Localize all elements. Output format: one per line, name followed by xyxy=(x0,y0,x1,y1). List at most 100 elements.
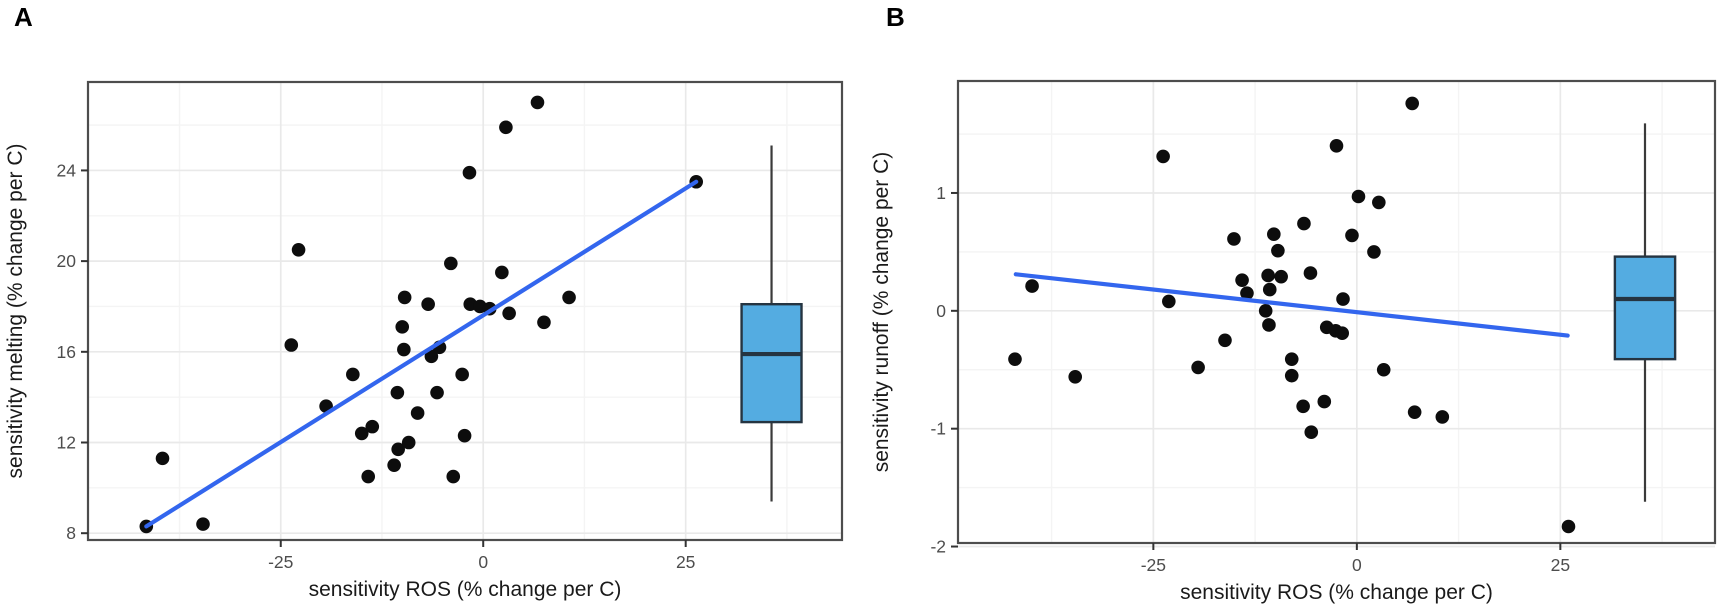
scatter-point xyxy=(1372,195,1386,210)
scatter-point xyxy=(1303,266,1318,280)
x-tick-label: 0 xyxy=(1352,555,1362,575)
y-tick-label: 24 xyxy=(57,160,77,180)
scatter-point xyxy=(401,435,416,450)
scatter-point xyxy=(1240,286,1254,300)
scatter-point xyxy=(495,265,509,280)
y-tick-label: 1 xyxy=(936,183,946,203)
scatter-point xyxy=(1191,360,1205,375)
scatter-point xyxy=(354,426,369,441)
scatter-point xyxy=(1296,399,1310,414)
boxplot-box xyxy=(740,302,803,424)
axis-ticks: -25 0 25 8 12 16 20 24 xyxy=(57,160,696,572)
scatter-point xyxy=(1068,370,1083,384)
scatter-point xyxy=(1274,269,1288,284)
scatter-point xyxy=(424,349,439,364)
scatter-point xyxy=(1025,279,1039,293)
scatter-point xyxy=(462,165,477,180)
scatter-point xyxy=(1561,519,1576,534)
trend-line xyxy=(144,179,699,529)
y-tick-label: -1 xyxy=(930,419,946,439)
panel-b-label: B xyxy=(886,2,905,32)
x-tick-label: -25 xyxy=(268,552,293,572)
scatter-point xyxy=(455,367,469,382)
boxplot xyxy=(1613,123,1677,502)
scatter-point xyxy=(1407,405,1422,419)
scatter-point xyxy=(1262,318,1276,332)
boxplot-box xyxy=(1613,255,1677,361)
panel-border xyxy=(86,80,844,542)
panel-b-plot: -25 0 25 -2 -1 0 1 sensitivity ROS (% change pe… xyxy=(870,79,1717,604)
gridlines-minor xyxy=(958,81,1715,543)
x-tick-label: 25 xyxy=(1551,555,1570,575)
scatter-point xyxy=(346,367,360,382)
x-tick-label: -25 xyxy=(1141,555,1166,575)
scatter-point xyxy=(1162,294,1176,309)
scatter-point xyxy=(196,517,210,531)
scatter-point xyxy=(1284,368,1299,383)
scatter-point xyxy=(387,458,401,472)
scatter-point xyxy=(430,385,444,400)
scatter-point xyxy=(391,442,405,457)
scatter-point xyxy=(284,338,299,352)
scatter-point xyxy=(1262,282,1277,297)
scatter-point xyxy=(1335,326,1349,341)
scatter-point xyxy=(1227,232,1241,246)
panel-a: A -25 0 25 8 12 16 20 24 sensitivity ROS (% chan… xyxy=(4,2,844,601)
y-axis-title: sensitivity melting (% change per C) xyxy=(4,144,27,479)
scatter-point xyxy=(1329,139,1344,153)
scatter-point xyxy=(1345,228,1359,243)
y-axis-title: sensitivity runoff (% change per C) xyxy=(870,152,893,473)
scatter-point xyxy=(1156,149,1170,164)
scatter-point xyxy=(1271,243,1285,258)
scatter-point xyxy=(1218,333,1232,348)
scatter-point xyxy=(410,406,425,420)
trend-line xyxy=(1013,272,1570,338)
scatter-point xyxy=(457,428,472,443)
scatter-point xyxy=(1267,227,1281,242)
scatter-point xyxy=(397,290,412,305)
axis-ticks: -25 0 25 -2 -1 0 1 xyxy=(930,183,1570,575)
y-tick-label: 0 xyxy=(936,301,946,321)
panel-a-label: A xyxy=(14,2,33,32)
scatter-point xyxy=(395,320,410,334)
scatter-point xyxy=(1435,410,1450,424)
scatter-point xyxy=(1405,96,1419,111)
scatter-point xyxy=(1336,292,1350,306)
y-tick-label: 12 xyxy=(57,433,76,453)
x-axis-title: sensitivity ROS (% change per C) xyxy=(1180,581,1493,604)
scatter-point xyxy=(1261,268,1275,283)
scatter-point xyxy=(1304,425,1319,440)
y-tick-label: 16 xyxy=(57,342,76,362)
plot-background xyxy=(88,82,842,540)
scatter-point xyxy=(421,297,435,311)
scatter-point xyxy=(1351,189,1366,204)
scatter-point xyxy=(537,315,551,330)
scatter-points xyxy=(1008,96,1576,534)
panel-b: B -25 0 25 -2 -1 0 1 sensitivity ROS (% change … xyxy=(862,0,1724,611)
scatter-point xyxy=(1008,352,1022,366)
scatter-point xyxy=(397,342,411,357)
scatter-point xyxy=(155,451,170,466)
panel-a-plot: -25 0 25 8 12 16 20 24 sensitivity ROS (% change… xyxy=(4,80,844,601)
x-axis-title: sensitivity ROS (% change per C) xyxy=(309,578,622,601)
scatter-point xyxy=(1367,245,1381,259)
scatter-point xyxy=(361,469,376,484)
scatter-point xyxy=(291,242,306,257)
scatter-point xyxy=(1297,216,1311,231)
boxplot xyxy=(740,145,803,502)
scatter-point xyxy=(502,306,516,321)
scatter-point xyxy=(499,120,513,135)
scatter-point xyxy=(446,469,461,484)
scatter-point xyxy=(444,256,458,271)
scatter-point xyxy=(1317,394,1332,409)
scatter-point xyxy=(562,290,576,305)
x-tick-label: 0 xyxy=(478,552,488,572)
panel-border xyxy=(956,79,1717,545)
scatter-point xyxy=(1376,362,1391,377)
scatter-point xyxy=(1235,273,1249,287)
y-tick-label: 8 xyxy=(66,523,76,543)
x-tick-label: 25 xyxy=(676,552,695,572)
scatter-point xyxy=(365,419,380,434)
scatter-point xyxy=(1284,352,1299,366)
